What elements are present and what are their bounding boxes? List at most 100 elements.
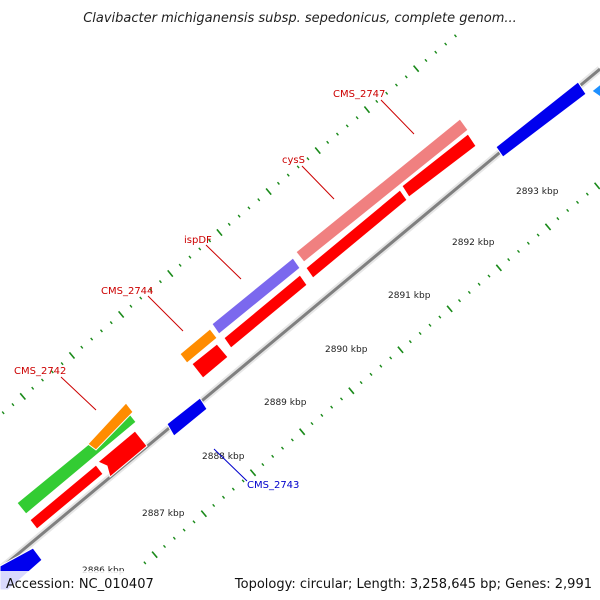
outer-tick [11,402,15,407]
accession-text: Accession: NC_010407 [6,577,154,592]
outer-tick [149,288,153,292]
inner-tick [290,438,294,442]
outer-tick [60,362,64,366]
outer-tick [68,351,76,360]
gene-label-cms-2744: CMS_2744 [101,286,153,297]
inner-tick [339,397,344,401]
reverse-feature [591,83,600,98]
inner-tick [172,536,176,540]
inner-tick [428,323,432,327]
outer-tick [167,269,174,278]
inner-tick [495,264,503,272]
gene-feature-cms-2743 [166,397,208,437]
outer-tick [296,165,300,169]
inner-tick-ring [143,182,600,565]
inner-tick [298,428,306,436]
cds-feature [401,133,477,198]
inner-tick [320,413,324,417]
outer-tick [404,75,408,79]
outer-tick [265,187,272,196]
gene-labels: CMS_2742 CMS_2744 ispDF cysS CMS_2747 CM… [14,89,415,491]
inner-tick [556,217,560,221]
outer-tick [412,65,420,73]
cds-feature [305,189,408,279]
scale-label: 2890 kbp [325,345,368,355]
outer-tick [50,370,54,374]
inner-tick [231,487,235,491]
outer-tick [31,386,35,390]
scale-label: 2891 kbp [388,291,431,301]
inner-tick [280,446,285,450]
gene-feature-cyss [295,118,469,263]
inner-tick [467,290,471,295]
outer-tick [90,337,94,341]
inner-tick [212,503,216,508]
scale-label: 2887 kbp [142,509,185,519]
inner-tick [516,249,521,254]
inner-tick [438,315,442,319]
outer-tick [139,296,143,300]
inner-tick [330,405,334,409]
outer-tick [424,58,428,63]
inner-tick [261,462,265,467]
inner-tick [271,454,275,458]
scale-label: 2889 kbp [264,398,307,408]
outer-tick [117,310,125,319]
gene-label-cyss: cysS [282,155,305,166]
outer-tick-ring [1,34,457,415]
inner-tick [359,380,363,385]
inner-tick [446,305,453,313]
outer-tick [19,392,27,401]
outer-tick [326,140,330,144]
outer-tick [80,345,84,349]
scale-label: 2888 kbp [202,452,245,462]
outer-tick [129,304,133,308]
outer-tick [40,378,44,382]
outer-tick [237,214,241,218]
outer-tick [188,255,192,259]
cds-feature [223,274,308,349]
outer-tick [385,91,389,95]
outer-tick [286,173,290,177]
outer-tick [394,83,398,87]
inner-tick [143,561,147,565]
inner-tick [192,520,196,524]
inner-tick [526,241,530,245]
gene-feature-ispdf [211,257,301,335]
inner-tick [369,372,373,376]
outer-tick [198,247,202,251]
cds-feature [97,430,148,478]
inner-tick [536,233,540,237]
inner-tick [585,192,589,196]
outer-tick [314,146,321,155]
outer-tick [335,132,339,136]
scale-label: 2893 kbp [516,187,559,197]
outer-tick [158,280,162,284]
outer-tick [276,181,280,185]
inner-tick [544,223,552,231]
outer-tick [355,116,359,120]
outer-tick [178,263,182,267]
cds-feature [191,343,229,379]
summary-text: Topology: circular; Length: 3,258,645 bp… [234,577,592,592]
leader-line [213,448,248,482]
inner-tick [397,346,404,354]
map-title: Clavibacter michiganensis subsp. sepedon… [83,11,517,26]
inner-tick [348,387,355,395]
gene-label-cms-2742: CMS_2742 [14,366,66,377]
outer-tick [216,228,223,237]
reverse-feature [495,81,587,158]
inner-tick [162,544,167,549]
outer-tick [257,198,261,202]
outer-tick [363,105,371,114]
gene-feature-cms-2744 [179,328,218,364]
inner-tick [379,364,383,368]
gene-label-cms-2747: CMS_2747 [333,89,385,100]
inner-tick [507,258,511,262]
inner-tick [418,331,422,336]
gene-label-cms-2743: CMS_2743 [247,480,299,491]
inner-tick [241,479,245,483]
inner-tick [389,356,393,360]
